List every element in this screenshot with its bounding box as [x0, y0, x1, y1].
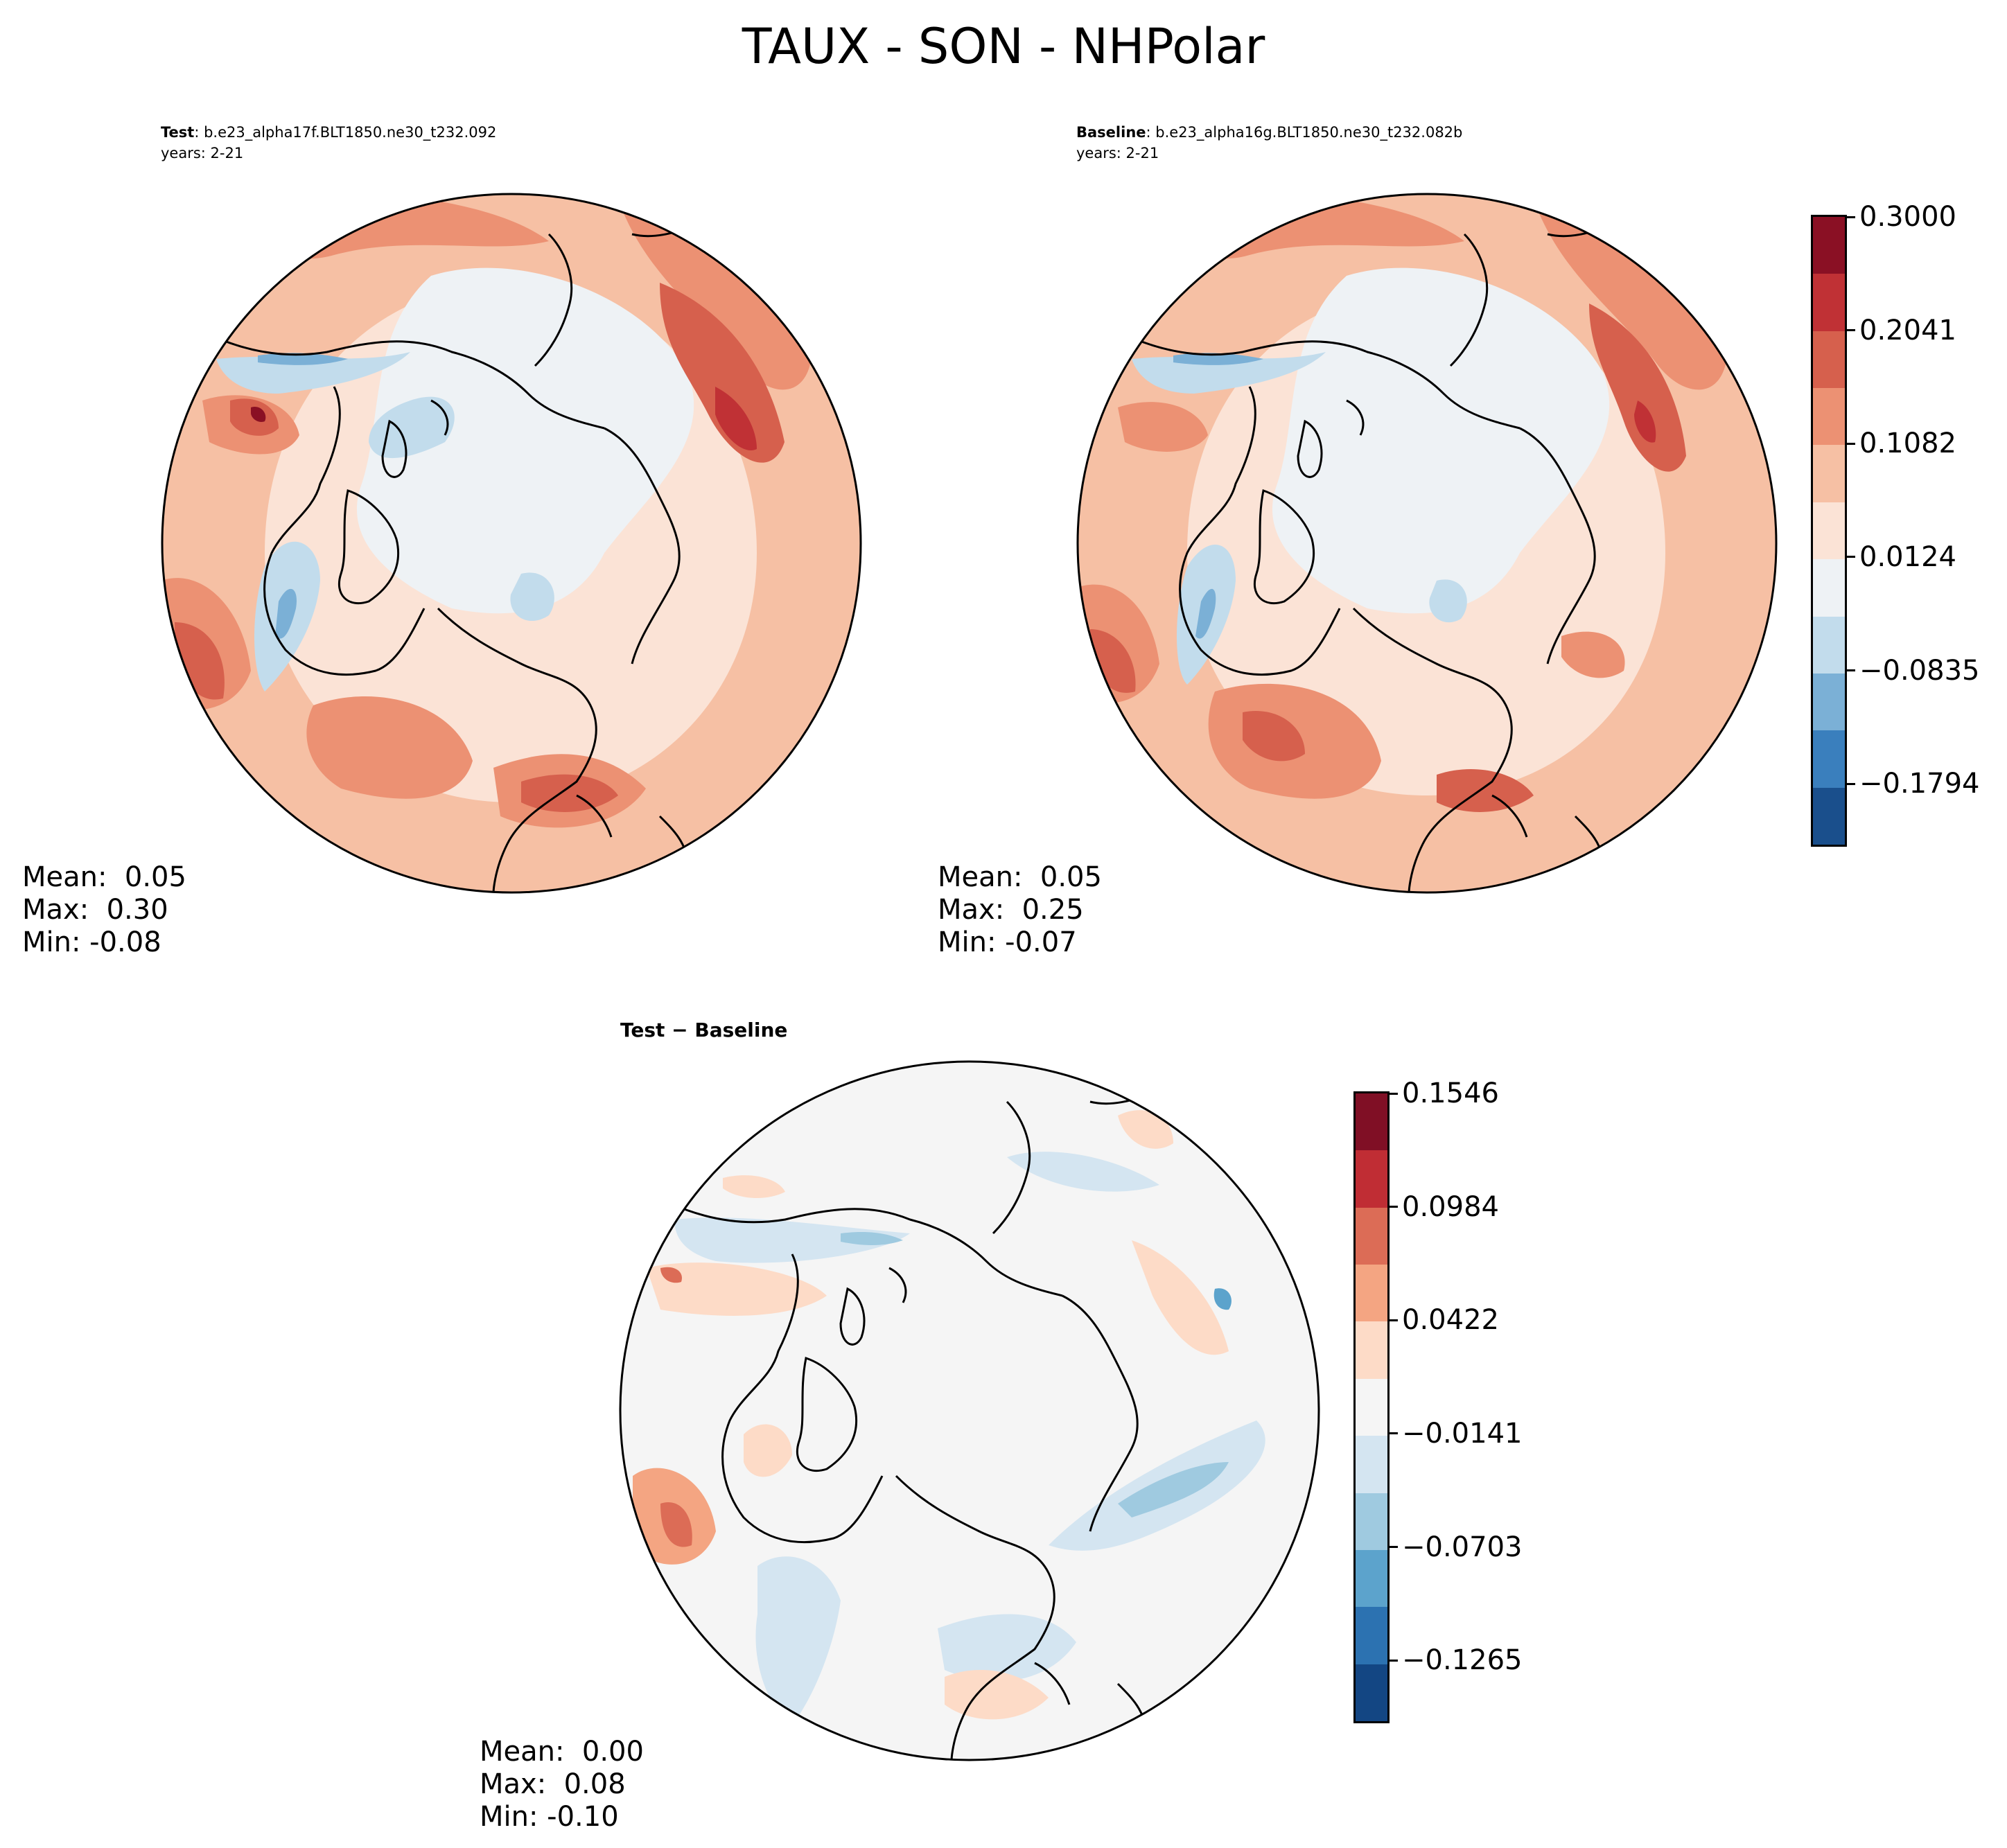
test-years: years: 2-21 — [161, 145, 244, 161]
test-panel-label: Test: b.e23_alpha17f.BLT1850.ne30_t232.0… — [161, 122, 496, 143]
colorbar-tick-label: −0.1265 — [1402, 1644, 1523, 1677]
colorbar-tick-label: 0.0984 — [1402, 1190, 1499, 1223]
colorbar-segment — [1813, 274, 1845, 331]
test-label-bold: Test — [161, 124, 195, 141]
colorbar-segment — [1356, 1493, 1387, 1550]
test-max: Max: 0.30 — [22, 894, 168, 926]
main-colorbar-ticks: 0.3000 0.2041 0.1082 0.0124 −0.0835 −0.1794 — [1847, 203, 2007, 847]
baseline-polar-map — [1076, 193, 1778, 894]
colorbar-tick-mark — [1847, 329, 1855, 332]
colorbar-tick-label: −0.0703 — [1402, 1531, 1523, 1563]
test-label-case: : b.e23_alpha17f.BLT1850.ne30_t232.092 — [194, 124, 497, 141]
colorbar-segment — [1356, 1321, 1387, 1379]
main-colorbar — [1811, 215, 1847, 847]
colorbar-segment — [1356, 1093, 1387, 1151]
colorbar-tick-label: 0.1082 — [1859, 428, 1956, 460]
colorbar-segment — [1813, 673, 1845, 731]
baseline-panel-label: Baseline: b.e23_alpha16g.BLT1850.ne30_t2… — [1076, 122, 1462, 143]
baseline-label-bold: Baseline — [1076, 124, 1146, 141]
test-min: Min: -0.08 — [22, 926, 161, 958]
colorbar-tick-label: 0.1546 — [1402, 1077, 1499, 1109]
diff-max: Max: 0.08 — [480, 1768, 626, 1800]
diff-mean: Mean: 0.00 — [480, 1736, 644, 1768]
colorbar-segment — [1813, 502, 1845, 560]
colorbar-tick-label: 0.0422 — [1402, 1304, 1499, 1337]
colorbar-tick-mark — [1390, 1092, 1398, 1095]
colorbar-tick-mark — [1390, 1432, 1398, 1435]
colorbar-tick-mark — [1390, 1319, 1398, 1321]
baseline-years: years: 2-21 — [1076, 145, 1159, 161]
colorbar-tick-mark — [1390, 1659, 1398, 1662]
colorbar-segment — [1356, 1607, 1387, 1664]
colorbar-segment — [1356, 1436, 1387, 1493]
diff-polar-map — [619, 1060, 1320, 1761]
diff-panel-label: Test − Baseline — [620, 1020, 787, 1041]
baseline-mean: Mean: 0.05 — [938, 861, 1102, 893]
diff-colorbar-ticks: 0.1546 0.0984 0.0422 −0.0141 −0.0703 −0.1265 — [1390, 1080, 1556, 1723]
colorbar-segment — [1813, 445, 1845, 502]
colorbar-segment — [1356, 1207, 1387, 1265]
colorbar-tick-label: −0.0141 — [1402, 1417, 1523, 1450]
colorbar-segment — [1356, 1549, 1387, 1608]
colorbar-tick-mark — [1390, 1206, 1398, 1208]
baseline-max: Max: 0.25 — [938, 894, 1084, 926]
colorbar-segment — [1813, 217, 1845, 274]
baseline-min: Min: -0.07 — [938, 926, 1077, 958]
colorbar-segment — [1813, 331, 1845, 389]
baseline-label-case: : b.e23_alpha16g.BLT1850.ne30_t232.082b — [1146, 124, 1463, 141]
colorbar-tick-label: 0.0124 — [1859, 540, 1956, 573]
colorbar-tick-label: −0.0835 — [1859, 654, 1980, 687]
colorbar-segment — [1813, 616, 1845, 674]
figure-title: TAUX - SON - NHPolar — [742, 18, 1265, 75]
colorbar-segment — [1356, 1150, 1387, 1208]
colorbar-tick-mark — [1390, 1546, 1398, 1549]
diff-min: Min: -0.10 — [480, 1801, 619, 1833]
colorbar-tick-mark — [1847, 215, 1855, 218]
colorbar-tick-mark — [1847, 669, 1855, 672]
test-polar-map — [161, 193, 862, 894]
diff-label-bold: Test − Baseline — [620, 1019, 788, 1041]
colorbar-tick-mark — [1847, 556, 1855, 558]
colorbar-tick-label: 0.2041 — [1859, 314, 1956, 346]
colorbar-segment — [1813, 730, 1845, 788]
colorbar-segment — [1356, 1265, 1387, 1322]
diff-colorbar — [1353, 1091, 1390, 1723]
colorbar-tick-label: 0.3000 — [1859, 201, 1956, 233]
colorbar-segment — [1813, 388, 1845, 446]
colorbar-segment — [1356, 1664, 1387, 1721]
baseline-stats: Mean: 0.05 Max: 0.25 Min: -0.07 — [938, 861, 1102, 959]
colorbar-tick-mark — [1847, 782, 1855, 785]
colorbar-segment — [1813, 559, 1845, 617]
colorbar-segment — [1356, 1378, 1387, 1436]
test-stats: Mean: 0.05 Max: 0.30 Min: -0.08 — [22, 861, 186, 959]
colorbar-tick-mark — [1847, 442, 1855, 445]
test-mean: Mean: 0.05 — [22, 861, 186, 893]
colorbar-segment — [1813, 787, 1845, 845]
colorbar-tick-label: −0.1794 — [1859, 768, 1980, 800]
diff-stats: Mean: 0.00 Max: 0.08 Min: -0.10 — [480, 1736, 644, 1833]
